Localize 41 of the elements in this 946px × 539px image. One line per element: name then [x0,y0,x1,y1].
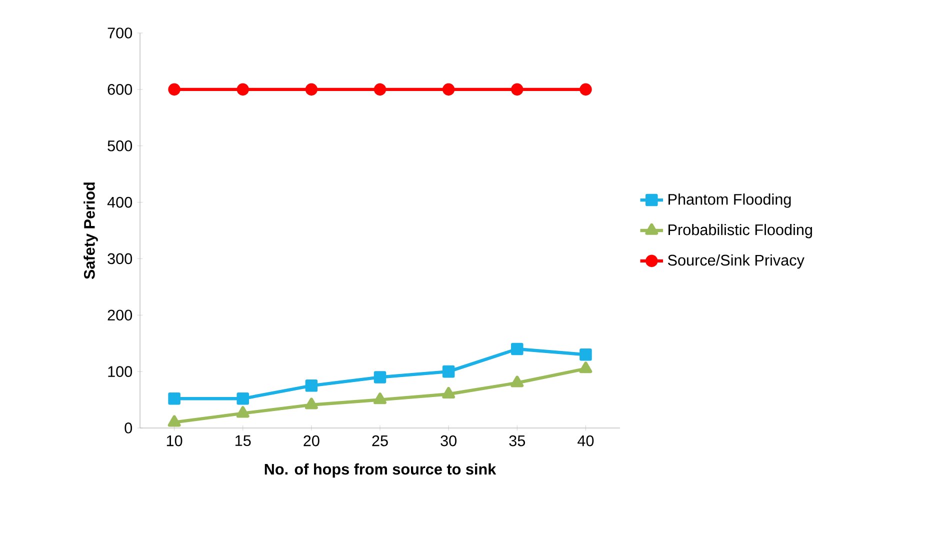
point [374,371,386,384]
point [579,362,592,374]
point [374,83,386,96]
point [442,83,455,96]
legend-label: Source/Sink Privacy [668,254,804,269]
point [442,386,456,399]
point [236,406,250,418]
point [305,83,318,96]
x-tick-label: 30 [440,435,456,446]
point [236,83,249,96]
point [374,392,386,404]
y-axis-title: Safety Period [84,182,98,280]
point [305,380,318,392]
x-tick-label: 40 [578,435,594,446]
x-axis-title: No. of hops from source to sink [264,463,496,478]
y-tick-label: 500 [108,140,132,152]
point [511,83,524,96]
point [510,376,524,388]
y-tick-label: 0 [124,422,132,434]
x-tick-label: 15 [236,435,251,446]
y-tick-label: 600 [108,84,132,95]
point [442,365,455,378]
point [580,348,592,361]
y-tick-label: 400 [107,196,132,208]
x-tick-label: 25 [372,435,388,446]
x-tick-label: 10 [166,435,182,446]
legend-label: Phantom Flooding [668,194,791,208]
x-tick-label: 20 [304,435,320,446]
y-tick-label: 100 [108,366,132,377]
point [168,392,180,405]
legend-label: Probabilistic Flooding [668,224,812,238]
point [168,83,180,96]
x-tick-label: 35 [509,435,526,446]
y-tick-label: 700 [108,28,132,38]
y-tick-label: 200 [108,310,132,321]
point [511,342,524,356]
y-tick-label: 300 [108,253,132,264]
point [580,83,592,96]
point [304,398,318,410]
point [236,392,249,405]
point [168,415,181,427]
